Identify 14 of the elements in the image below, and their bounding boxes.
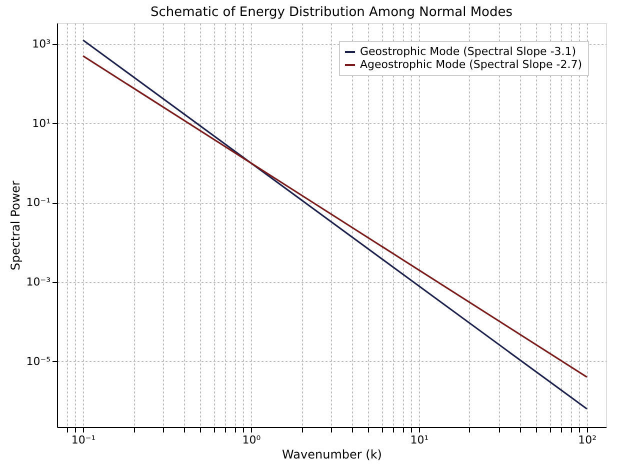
- x-axis-title: Wavenumber (k): [282, 448, 382, 462]
- y-tick-label: 10¹: [32, 116, 50, 130]
- legend-label: Ageostrophic Mode (Spectral Slope -2.7): [360, 58, 582, 71]
- x-tick-label: 10⁰: [242, 434, 262, 446]
- legend-label: Geostrophic Mode (Spectral Slope -3.1): [360, 45, 576, 58]
- x-tick-label: 10¹: [410, 434, 429, 446]
- y-tick-label: 10³: [32, 38, 50, 51]
- x-tick-label: 10²: [578, 434, 597, 446]
- chart-title: Schematic of Energy Distribution Among Normal Modes: [150, 5, 513, 20]
- y-tick-label: 10⁻¹: [26, 196, 50, 210]
- x-tick-label: 10⁻¹: [71, 434, 96, 446]
- y-tick-label: 10⁻⁵: [26, 354, 50, 368]
- y-tick-label: 10⁻³: [26, 275, 50, 288]
- y-axis-title: Spectral Power: [8, 180, 22, 270]
